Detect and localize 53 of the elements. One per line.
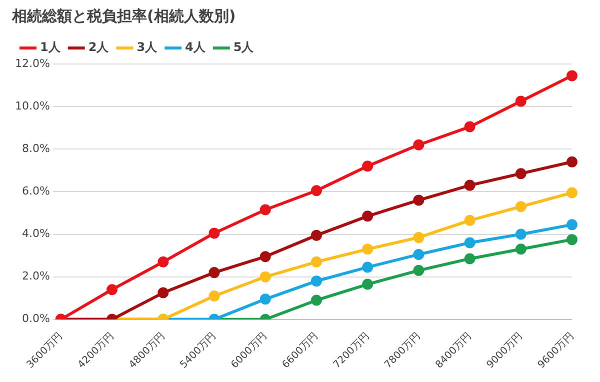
y-tick-label: 0.0% [22,312,50,326]
legend-label: 2人 [88,40,110,54]
point [464,214,476,226]
point [464,121,476,132]
point [362,244,374,255]
point [464,253,476,264]
y-tick-label: 8.0% [22,142,50,155]
point [106,284,118,296]
point [566,187,578,198]
point [515,244,526,255]
point [260,204,271,216]
point [566,219,578,230]
point [413,232,424,243]
legend-label: 1人 [40,40,62,54]
point [413,264,424,276]
point [362,160,374,172]
point [208,228,220,239]
point [260,271,271,282]
legend-label: 5人 [233,40,255,54]
point [260,294,271,305]
legend-label: 4人 [185,40,206,54]
point [310,256,322,268]
point [566,234,578,246]
point [362,262,374,273]
point [413,139,424,150]
point [515,228,526,240]
point [310,230,322,241]
point [566,70,578,82]
point [310,276,322,287]
legend-label: 3人 [136,40,158,54]
y-tick-label: 4.0% [22,227,50,240]
y-tick-label: 6.0% [22,184,50,198]
y-tick-label: 2.0% [22,270,50,283]
point [158,256,169,268]
point [362,210,374,222]
point [515,168,526,180]
point [464,237,476,248]
point [260,251,271,262]
point [208,267,220,278]
point [208,290,220,302]
point [310,294,322,306]
point [413,194,424,206]
point [310,185,322,196]
point [515,96,526,107]
y-tick-label: 12.0% [14,56,50,70]
point [362,278,374,290]
chart-title: 相続総額と税負担率(相続人数別) [11,6,236,25]
point [515,201,526,212]
point [566,156,578,168]
point [413,248,424,260]
point [464,180,476,191]
point [158,287,169,298]
y-tick-label: 10.0% [14,99,50,112]
